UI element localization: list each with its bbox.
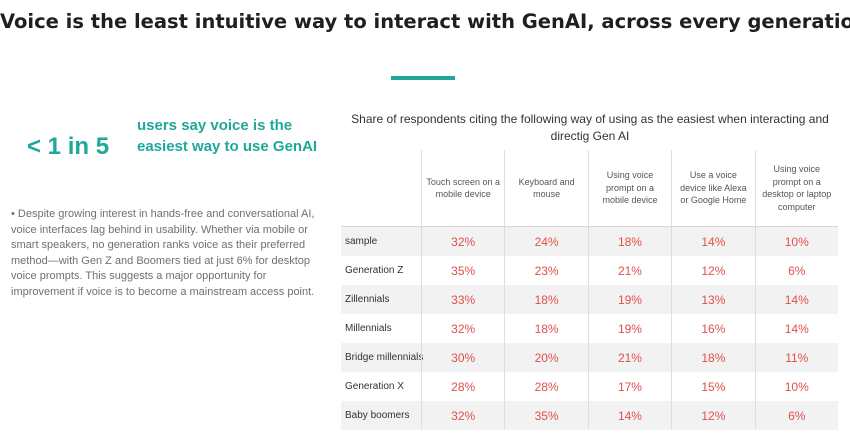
table-cell: 18% <box>671 343 754 372</box>
table-cell: 10% <box>754 372 838 401</box>
table-row: Zillennials 33% 18% 19% 13% 14% <box>341 285 838 314</box>
column-header: Using voice prompt on a desktop or lapto… <box>754 150 838 226</box>
table-cell: 24% <box>504 227 587 256</box>
row-label: Zillennials <box>345 294 390 305</box>
table-row: sample 32% 24% 18% 14% 10% <box>341 227 838 256</box>
table-cell: 32% <box>421 314 504 343</box>
table-cell: 21% <box>587 343 671 372</box>
table-cell: 19% <box>587 314 671 343</box>
row-label: Bridge millennials <box>345 352 424 363</box>
table-cell: 6% <box>754 256 838 285</box>
table-header-row: Touch screen on a mobile device Keyboard … <box>341 150 838 227</box>
table-cell: 16% <box>671 314 754 343</box>
table-cell: 19% <box>587 285 671 314</box>
column-header: Using voice prompt on a mobile device <box>587 150 671 226</box>
column-header: Keyboard and mouse <box>504 150 587 226</box>
table-cell: 17% <box>587 372 671 401</box>
table-cell: 35% <box>504 401 587 430</box>
table-cell: 18% <box>587 227 671 256</box>
table-row: Baby boomers 32% 35% 14% 12% 6% <box>341 401 838 430</box>
table-cell: 14% <box>754 314 838 343</box>
table-cell: 28% <box>421 372 504 401</box>
table-cell: 11% <box>754 343 838 372</box>
row-label: Millennials <box>345 323 392 334</box>
table-body: sample 32% 24% 18% 14% 10% Generation Z 35% 23% 2… <box>341 227 838 430</box>
table-cell: 23% <box>504 256 587 285</box>
row-label: sample <box>345 236 378 247</box>
table-cell: 10% <box>754 227 838 256</box>
table-cell: 14% <box>671 227 754 256</box>
table-cell: 21% <box>587 256 671 285</box>
headline: Voice is the least intuitive way to inte… <box>0 10 850 33</box>
table-cell: 32% <box>421 227 504 256</box>
row-label: Generation X <box>345 381 404 392</box>
table-cell: 28% <box>504 372 587 401</box>
table-cell: 15% <box>671 372 754 401</box>
data-table: Touch screen on a mobile device Keyboard … <box>341 150 838 430</box>
table-cell: 32% <box>421 401 504 430</box>
table-row: Millennials 32% 18% 19% 16% 14% <box>341 314 838 343</box>
header-corner <box>341 150 421 226</box>
table-cell: 12% <box>671 256 754 285</box>
table-row: Bridge millennials 30% 20% 21% 18% 11% <box>341 343 838 372</box>
table-cell: 14% <box>587 401 671 430</box>
table-cell: 14% <box>754 285 838 314</box>
column-header: Use a voice device like Alexa or Google … <box>671 150 754 226</box>
accent-divider <box>391 76 455 80</box>
stat-text: users say voice is the easiest way to us… <box>137 117 318 155</box>
table-cell: 33% <box>421 285 504 314</box>
table-title: Share of respondents citing the followin… <box>351 112 829 143</box>
table-cell: 6% <box>754 401 838 430</box>
table-cell: 20% <box>504 343 587 372</box>
column-header: Touch screen on a mobile device <box>421 150 504 226</box>
body-text: • Despite growing interest in hands-free… <box>11 208 315 298</box>
table-row: Generation X 28% 28% 17% 15% 10% <box>341 372 838 401</box>
row-label: Generation Z <box>345 265 404 276</box>
stat-value: < 1 in 5 <box>27 133 110 160</box>
table-cell: 18% <box>504 314 587 343</box>
table-cell: 12% <box>671 401 754 430</box>
table-cell: 35% <box>421 256 504 285</box>
row-label: Baby boomers <box>345 410 410 421</box>
table-cell: 13% <box>671 285 754 314</box>
table-cell: 18% <box>504 285 587 314</box>
table-cell: 30% <box>421 343 504 372</box>
table-row: Generation Z 35% 23% 21% 12% 6% <box>341 256 838 285</box>
